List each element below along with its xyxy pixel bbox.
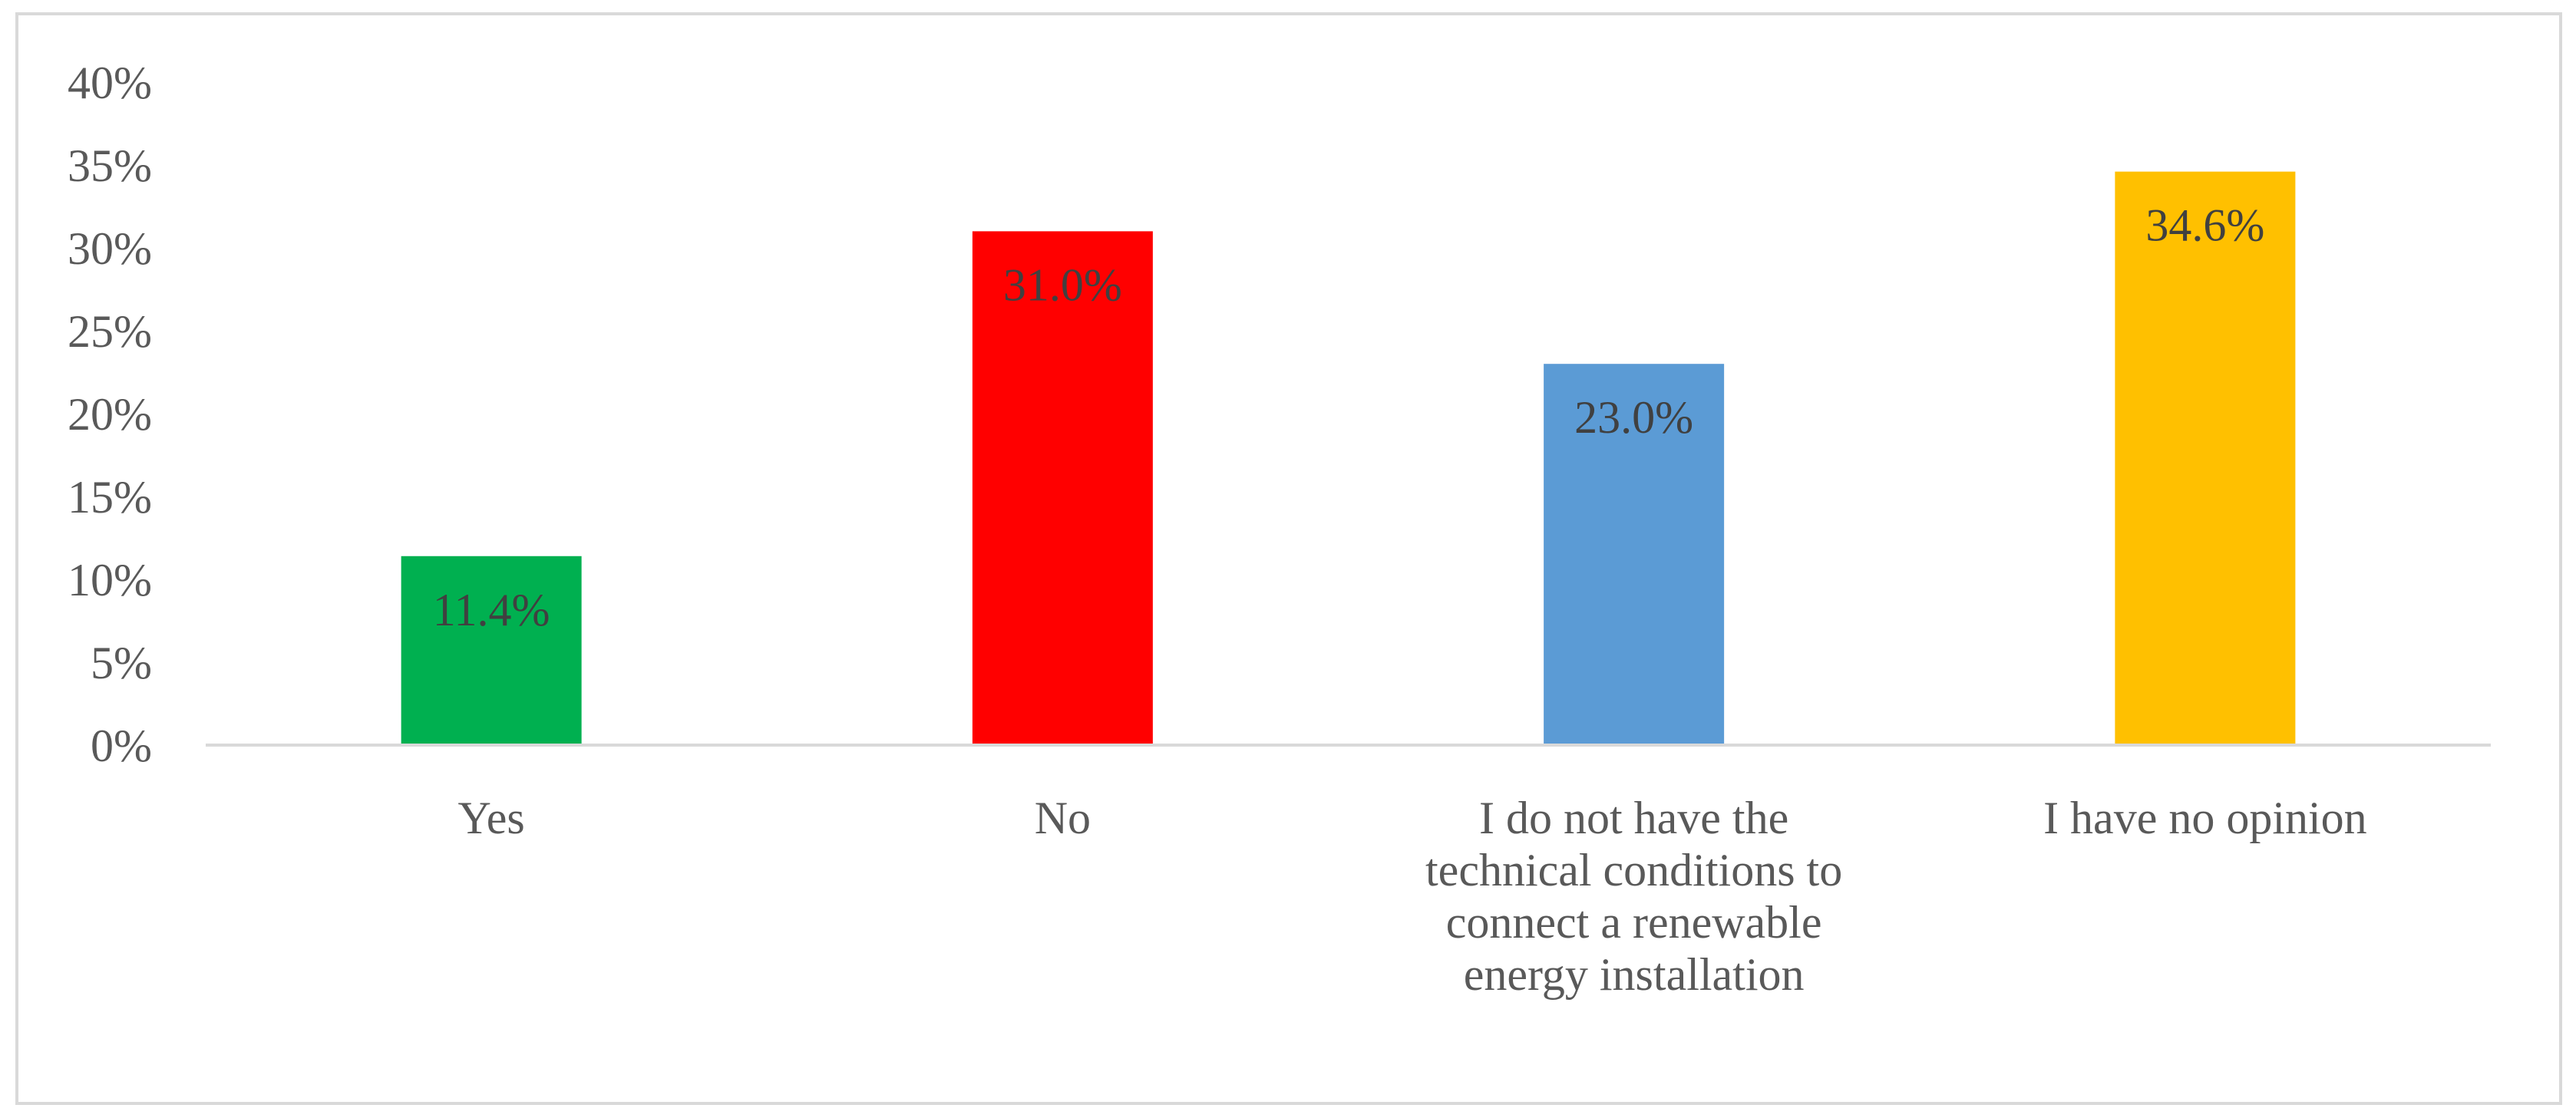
y-tick-label: 5% [91,638,152,688]
bar [972,231,1153,745]
x-tick-label-line: connect a renewable [1446,897,1822,948]
y-tick-label: 30% [68,223,152,274]
y-tick-label: 10% [68,555,152,605]
y-tick-label: 25% [68,306,152,357]
bar [2115,171,2296,745]
x-tick-label: I have no opinion [2043,793,2367,843]
x-tick-label-line: No [1035,793,1091,843]
y-tick-label: 0% [91,721,152,771]
x-tick-label-line: energy installation [1464,949,1805,1000]
x-tick-label-line: technical conditions to [1425,845,1842,895]
x-tick-label-line: I do not have the [1479,793,1788,843]
y-tick-label: 20% [68,389,152,440]
data-label: 23.0% [1574,392,1693,443]
x-axis: Yes No I do not have the technical conditio… [457,793,2366,1000]
y-tick-label: 35% [68,140,152,191]
x-tick-label: No [1035,793,1091,843]
bar [401,556,582,745]
x-tick-label: Yes [457,793,524,843]
x-tick-label-line: Yes [457,793,524,843]
x-tick-label-line: I have no opinion [2043,793,2367,843]
data-label: 11.4% [433,585,550,635]
y-tick-label: 40% [68,58,152,108]
bars [401,171,2296,745]
y-tick-label: 15% [68,472,152,523]
data-labels: 11.4% 31.0% 23.0% 34.6% [433,200,2265,635]
x-tick-label: I do not have the technical conditions to… [1425,793,1842,1000]
data-label: 31.0% [1003,259,1122,310]
data-label: 34.6% [2145,200,2264,251]
y-axis: 0% 5% 10% 15% 20% 25% 30% 35% 40% [68,58,152,771]
bar [1544,364,1725,745]
